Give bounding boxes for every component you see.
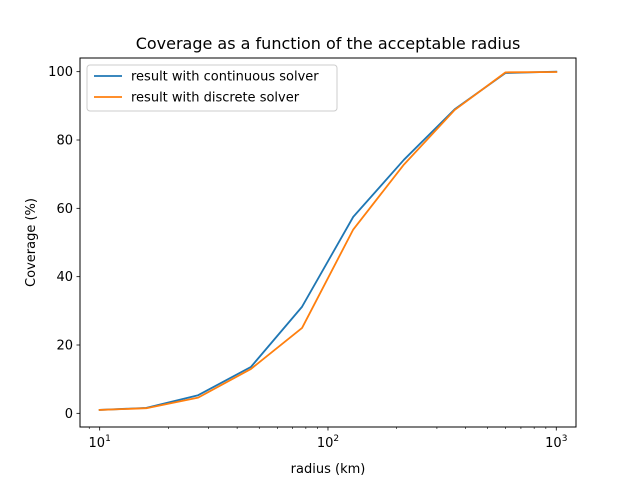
chart-title: Coverage as a function of the acceptable… [136, 34, 521, 53]
x-tick-label: 101 [89, 434, 111, 451]
y-tick-label: 20 [56, 339, 73, 354]
y-tick-label: 80 [56, 134, 73, 149]
y-axis: 0 20 40 60 80 100 [48, 65, 80, 422]
y-tick-label: 60 [56, 202, 73, 217]
legend: result with continuous solver result with… [86, 64, 338, 112]
series-line-1 [98, 71, 558, 411]
legend-label-0: result with continuous solver [131, 70, 319, 85]
y-tick-label: 40 [56, 270, 73, 285]
y-tick-label: 0 [65, 407, 73, 422]
x-tick-label: 102 [317, 434, 339, 451]
x-tick-label: 103 [545, 434, 567, 451]
plot-area [98, 70, 558, 411]
y-axis-label: Coverage (%) [24, 198, 39, 287]
legend-box [86, 64, 338, 112]
x-axis-label: radius (km) [291, 462, 366, 477]
legend-label-1: result with discrete solver [131, 91, 300, 106]
x-axis: 101 102 103 [89, 427, 567, 451]
y-tick-label: 100 [48, 65, 73, 80]
